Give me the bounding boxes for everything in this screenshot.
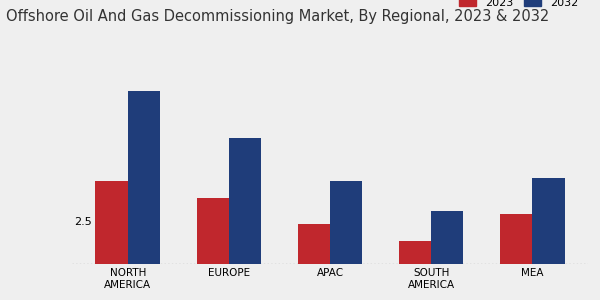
Bar <box>399 241 431 264</box>
Text: 2.5: 2.5 <box>74 218 92 227</box>
Bar <box>95 181 128 264</box>
Bar <box>500 214 532 264</box>
Bar <box>229 138 261 264</box>
Bar <box>532 178 565 264</box>
Text: Offshore Oil And Gas Decommissioning Market, By Regional, 2023 & 2032: Offshore Oil And Gas Decommissioning Mar… <box>6 9 549 24</box>
Bar <box>128 91 160 264</box>
Bar <box>330 181 362 264</box>
Legend: 2023, 2032: 2023, 2032 <box>455 0 583 12</box>
Bar <box>298 224 330 264</box>
Bar <box>431 211 463 264</box>
Bar <box>197 197 229 264</box>
